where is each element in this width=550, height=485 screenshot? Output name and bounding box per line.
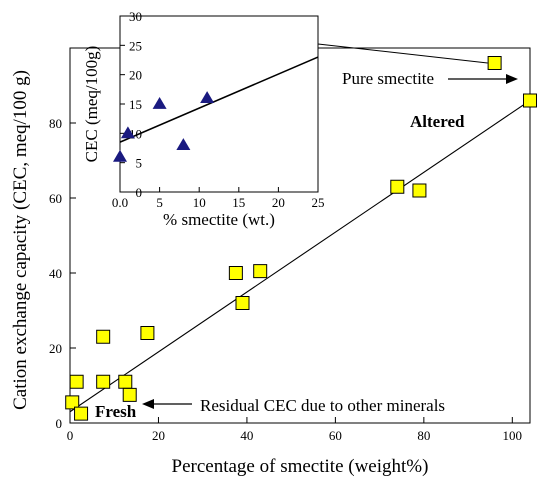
main-y-tick-label: 0 — [56, 416, 63, 431]
triangle-data-point — [113, 149, 127, 162]
square-data-point — [412, 183, 427, 198]
main-x-tick-label: 80 — [417, 428, 430, 443]
square-data-point — [140, 326, 155, 340]
inset-points — [113, 91, 215, 162]
inset-x-tick-label: 0.0 — [112, 195, 128, 210]
annotation-residual-cec: Residual CEC due to other minerals — [200, 396, 445, 415]
inset-y-tick-label: 0 — [136, 185, 143, 200]
inset-x-tick-label: 5 — [156, 195, 163, 210]
triangle-data-point — [176, 138, 191, 150]
square-data-point — [69, 374, 84, 389]
square-data-point — [390, 179, 405, 194]
inset-x-tick-label: 10 — [193, 195, 206, 210]
inset-y-axis-label: CEC (meq/100g) — [82, 46, 101, 163]
main-y-tick-label: 80 — [49, 116, 62, 131]
main-trend-line-group — [69, 100, 531, 413]
inset-trend-line — [119, 56, 319, 143]
inset-y-tick-label: 25 — [129, 38, 142, 53]
square-data-point — [228, 266, 243, 280]
square-data-point — [96, 329, 111, 344]
inset-x-axis-label: % smectite (wt.) — [163, 210, 275, 229]
main-y-tick-label: 60 — [49, 191, 62, 206]
inset-trend-line-group — [119, 56, 319, 143]
main-x-axis-label: Percentage of smectite (weight%) — [172, 456, 429, 477]
main-x-tick-label: 40 — [240, 428, 253, 443]
annotation-altered: Altered — [410, 112, 465, 131]
square-data-point — [523, 93, 537, 108]
annotation-pure-smectite: Pure smectite — [342, 69, 434, 88]
square-data-point — [122, 387, 137, 402]
residual-arrow-head — [142, 399, 154, 409]
square-data-point — [487, 56, 502, 70]
triangle-data-point — [120, 126, 135, 139]
triangle-data-point — [152, 97, 167, 109]
main-x-tick-label: 60 — [329, 428, 342, 443]
main-y-tick-label: 20 — [49, 341, 62, 356]
inset-x-tick-label: 20 — [272, 195, 285, 210]
inset-y-tick-label: 15 — [129, 97, 142, 112]
main-x-tick-label: 0 — [67, 428, 74, 443]
main-trend-line — [69, 100, 531, 413]
inset-y-tick-label: 30 — [129, 9, 142, 24]
main-y-axis-label: Cation exchange capacity (CEC, meq/100 g… — [10, 70, 31, 410]
inset-leader-line — [317, 43, 488, 64]
square-data-point — [235, 296, 250, 310]
inset-leader-lines — [317, 43, 488, 64]
triangle-data-point — [200, 91, 215, 104]
square-data-point — [65, 395, 80, 410]
inset-x-tick-label: 25 — [312, 195, 325, 210]
square-data-point — [96, 374, 111, 389]
square-data-point — [253, 264, 268, 279]
square-data-point — [74, 406, 89, 421]
main-x-tick-label: 100 — [503, 428, 523, 443]
annotation-fresh: Fresh — [95, 402, 137, 421]
main-x-tick-label: 20 — [152, 428, 165, 443]
inset-y-tick-label: 5 — [136, 156, 143, 171]
main-y-tick-label: 40 — [49, 266, 62, 281]
pure-smectite-arrow-head — [506, 74, 518, 84]
square-data-point — [118, 374, 133, 389]
inset-y-tick-label: 20 — [129, 68, 142, 83]
main-points — [65, 56, 537, 421]
inset-background — [120, 16, 318, 192]
inset-x-tick-label: 15 — [232, 195, 245, 210]
